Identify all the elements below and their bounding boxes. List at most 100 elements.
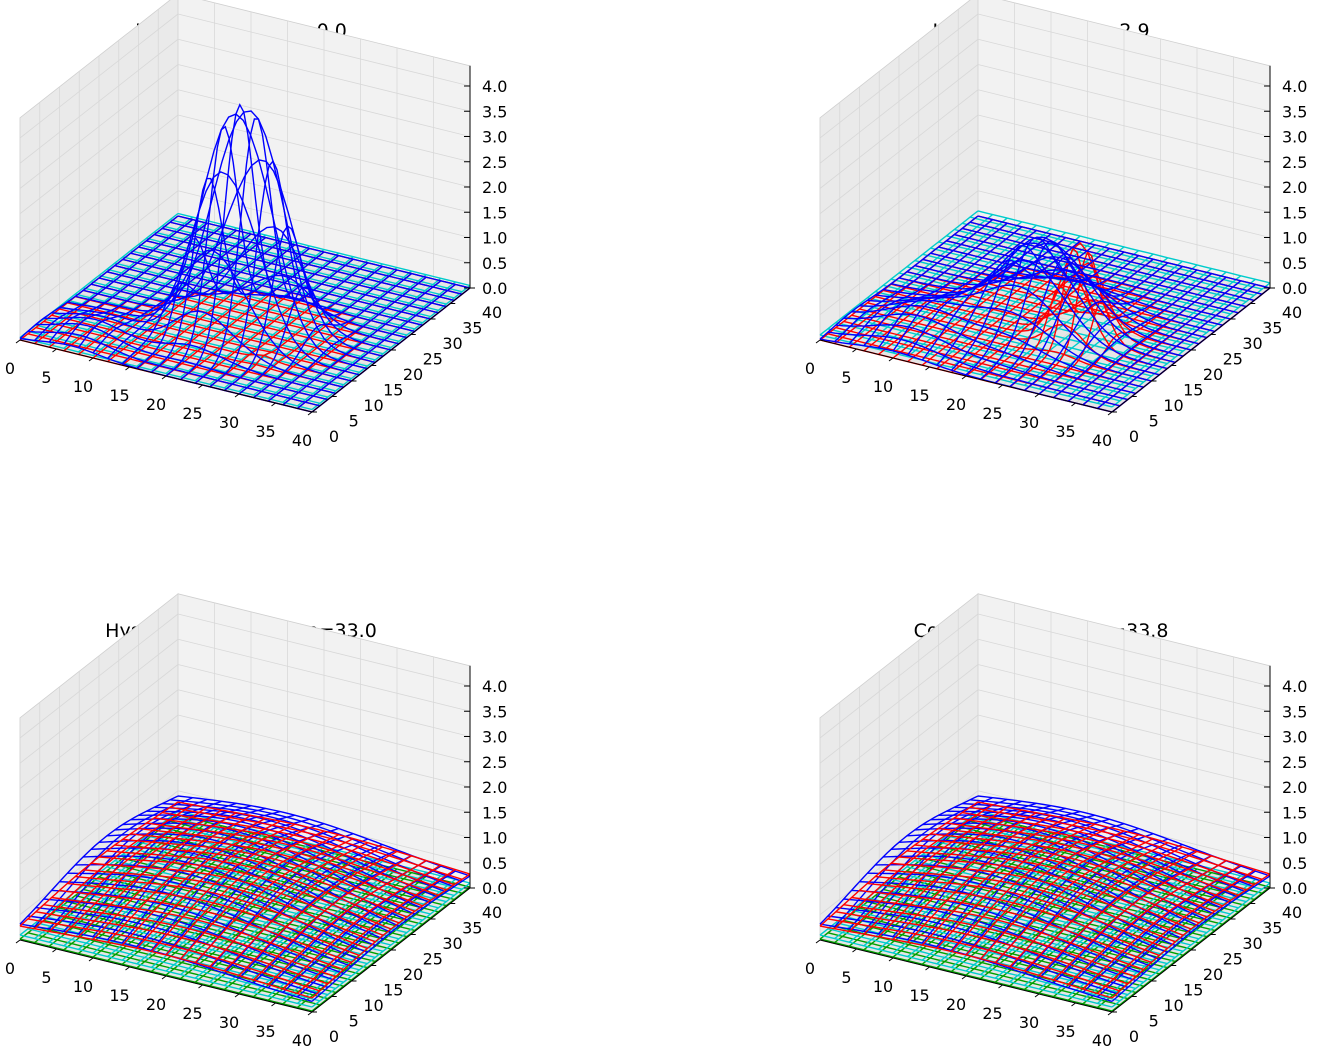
wireframe-line bbox=[1082, 280, 1242, 406]
wireframe-line bbox=[977, 801, 1271, 875]
x-axis-line bbox=[819, 939, 1113, 1013]
wireframe-line bbox=[977, 210, 1271, 284]
grid-line bbox=[177, 689, 471, 763]
grid-line bbox=[19, 613, 179, 739]
x-tick bbox=[15, 339, 21, 344]
grid-line bbox=[977, 190, 1271, 264]
x-tick-label: 15 bbox=[909, 386, 929, 405]
grid-line bbox=[819, 190, 979, 316]
x-tick bbox=[1034, 993, 1040, 998]
x-tick-label: 5 bbox=[841, 968, 851, 987]
x-tick bbox=[161, 975, 167, 980]
y-tick-label: 20 bbox=[403, 965, 423, 984]
x-tick-label: 40 bbox=[292, 1031, 312, 1050]
x-tick bbox=[198, 384, 203, 389]
wireframe-line bbox=[1038, 849, 1198, 979]
grid-line bbox=[19, 739, 179, 865]
wireframe-line bbox=[162, 225, 455, 299]
grid-line bbox=[977, 139, 1271, 213]
grid-line bbox=[819, 739, 979, 865]
wireframe-line bbox=[969, 221, 1263, 295]
grid-line bbox=[19, 190, 179, 316]
x-tick-label: 20 bbox=[146, 995, 166, 1014]
y-tick-label: 5 bbox=[1149, 412, 1159, 431]
wireframe-line bbox=[962, 811, 1255, 886]
wireframe-line bbox=[1096, 283, 1256, 409]
axis-ticks: 0 5 10 15 20 25 30 35 40 05101520253035400.00.51.… bbox=[5, 65, 507, 450]
z-tick-label: 4.0 bbox=[1282, 677, 1307, 696]
wireframe-line bbox=[1111, 873, 1271, 999]
wireframe-line bbox=[969, 806, 1263, 880]
wireframe-line bbox=[146, 810, 439, 898]
wireframe-line bbox=[114, 262, 407, 336]
z-tick-label: 1.0 bbox=[482, 229, 507, 248]
wireframe-line bbox=[311, 882, 471, 1008]
grid-line bbox=[19, 139, 179, 265]
x-tick-label: 15 bbox=[909, 986, 929, 1005]
wireframe-line bbox=[114, 844, 408, 918]
x-tick bbox=[198, 984, 203, 989]
x-tick-label: 10 bbox=[73, 377, 93, 396]
wireframe-line bbox=[938, 845, 1231, 919]
x-tick-label: 0 bbox=[5, 359, 15, 378]
x-tick bbox=[1107, 411, 1113, 416]
y-tick-label: 0 bbox=[329, 427, 339, 446]
y-tick-label: 20 bbox=[1203, 365, 1223, 384]
z-tick-label: 0.0 bbox=[482, 879, 507, 898]
x-tick-label: 20 bbox=[946, 395, 966, 414]
z-tick-label: 2.5 bbox=[1282, 153, 1307, 172]
grid-line bbox=[977, 739, 1271, 813]
grid-line bbox=[819, 664, 979, 789]
x-tick-label: 20 bbox=[946, 995, 966, 1014]
y-tick-label: 15 bbox=[1183, 381, 1203, 400]
z-tick-label: 2.0 bbox=[1282, 178, 1307, 197]
y-tick-label: 20 bbox=[403, 365, 423, 384]
wireframe-line bbox=[311, 886, 471, 1012]
y-axis-line bbox=[1111, 287, 1271, 413]
wireframe-line bbox=[146, 237, 439, 311]
wireframe-line bbox=[1023, 265, 1183, 391]
wireframe-line bbox=[154, 817, 447, 891]
wireframe-line bbox=[1053, 273, 1213, 399]
grid-line bbox=[19, 638, 179, 764]
grid-line bbox=[177, 714, 471, 788]
grid-line bbox=[19, 714, 179, 840]
wireframe-line bbox=[930, 252, 1223, 326]
z-tick-label: 3.0 bbox=[1282, 128, 1307, 147]
z-tick-label: 0.5 bbox=[482, 854, 507, 873]
subplot-3: Hysterical phase, time=33.0 051015202530… bbox=[5, 592, 507, 1050]
wireframe-line bbox=[922, 258, 1215, 333]
grid-line bbox=[19, 165, 179, 290]
y-tick-label: 20 bbox=[1203, 965, 1223, 984]
wireframe-line bbox=[114, 264, 407, 339]
z-tick-label: 0.5 bbox=[1282, 254, 1307, 273]
wireframe-line bbox=[1009, 257, 1169, 383]
y-tick-label: 10 bbox=[363, 396, 383, 415]
wireframe-line bbox=[253, 273, 413, 399]
grid-line bbox=[819, 165, 979, 290]
y-tick-label: 30 bbox=[442, 334, 462, 353]
wireframe-line bbox=[898, 277, 1192, 351]
x-tick-label: 5 bbox=[841, 368, 851, 387]
x-tick bbox=[1107, 1011, 1113, 1016]
grid-line bbox=[819, 638, 979, 764]
y-tick-label: 40 bbox=[482, 903, 502, 922]
wireframe-line bbox=[177, 215, 471, 289]
x-tick bbox=[815, 939, 821, 944]
series-red-wireframe bbox=[819, 801, 1271, 999]
wireframe-line bbox=[146, 822, 439, 896]
z-tick-label: 0.0 bbox=[1282, 279, 1307, 298]
wireframe-line bbox=[253, 855, 412, 981]
y-tick-label: 25 bbox=[423, 350, 443, 369]
y-tick-label: 35 bbox=[1262, 319, 1282, 338]
grid-line bbox=[177, 739, 471, 813]
x-tick-label: 40 bbox=[1092, 1031, 1112, 1050]
grid-line bbox=[977, 38, 1271, 112]
wireframe-line bbox=[138, 246, 431, 320]
z-tick-label: 2.5 bbox=[482, 753, 507, 772]
wireframe-line bbox=[946, 810, 1239, 898]
x-tick-label: 10 bbox=[873, 377, 893, 396]
x-tick-label: 35 bbox=[255, 422, 275, 441]
z-tick-label: 2.0 bbox=[482, 178, 507, 197]
